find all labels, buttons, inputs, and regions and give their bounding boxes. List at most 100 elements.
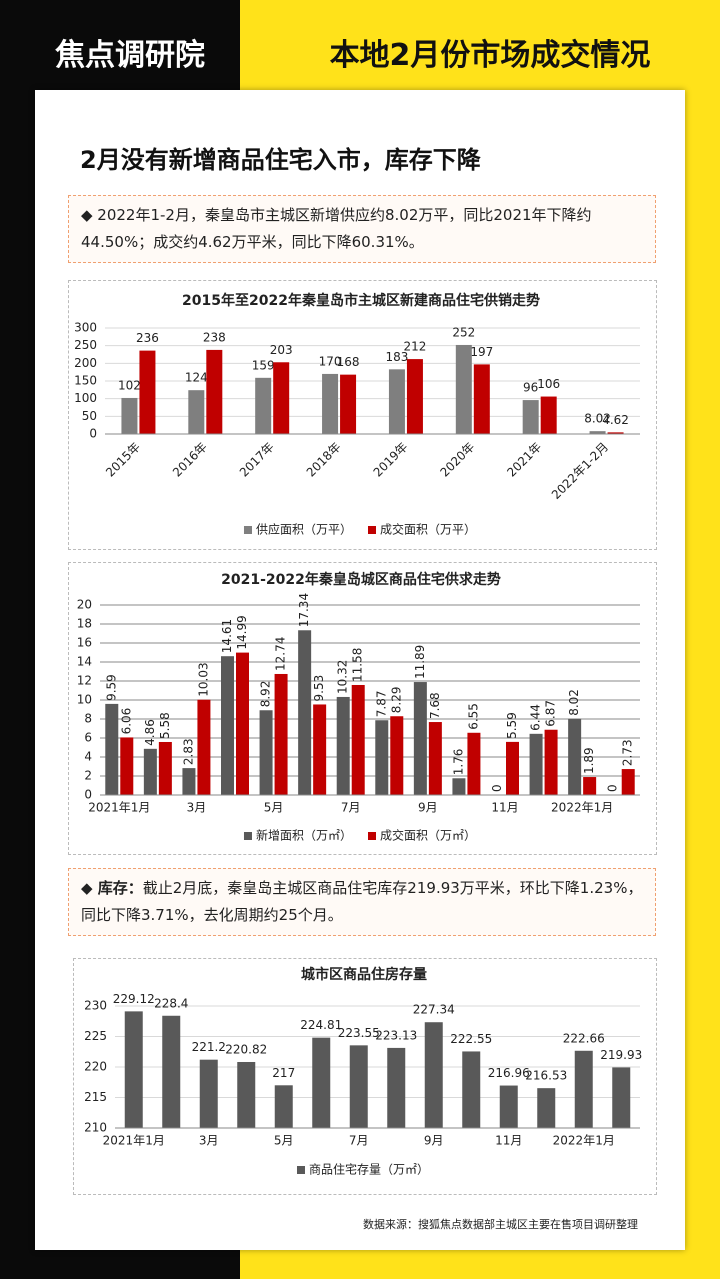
legend-marker: [243, 832, 252, 840]
bar: [544, 729, 558, 795]
value-label: 7.68: [428, 692, 442, 719]
x-tick-label: 2021年1月: [88, 801, 150, 815]
value-label: 8.29: [389, 687, 403, 714]
value-label: 14.61: [220, 619, 234, 653]
value-label: 9.53: [312, 675, 326, 702]
bar: [428, 722, 442, 795]
y-tick-label: 16: [77, 636, 92, 650]
value-label: 10.03: [196, 662, 210, 696]
value-label: 2.83: [181, 738, 195, 765]
bar: [351, 684, 365, 795]
value-label: 10.32: [336, 660, 350, 694]
value-label: 102: [118, 378, 141, 392]
y-tick-label: 150: [74, 374, 97, 388]
y-tick-label: 200: [74, 356, 97, 370]
value-label: 5.59: [505, 712, 519, 739]
x-tick-label: 9月: [424, 1134, 444, 1148]
value-label: 8.02: [567, 689, 581, 716]
x-tick-label: 5月: [264, 801, 284, 815]
bar: [612, 1067, 631, 1128]
bar: [121, 397, 138, 434]
bar: [621, 769, 635, 795]
bar: [237, 1061, 256, 1128]
x-tick-label: 2022年1月: [551, 801, 613, 815]
value-label: 219.93: [600, 1048, 642, 1062]
x-tick-label: 7月: [341, 801, 361, 815]
value-label: 2.73: [621, 739, 635, 766]
x-tick-label: 2022年1-2月: [549, 440, 611, 502]
bar: [206, 349, 223, 434]
value-label: 223.55: [338, 1026, 380, 1040]
note: ◆ 2022年1-2月，秦皇岛市主城区新增供应约8.02万平，同比2021年下降…: [68, 195, 656, 263]
x-tick-label: 2020年: [437, 440, 477, 480]
y-tick-label: 20: [77, 598, 92, 612]
bar: [120, 737, 134, 795]
value-label: 203: [270, 343, 293, 357]
source: 数据来源：搜狐焦点数据部主城区主要在售项目调研整理: [363, 1218, 638, 1231]
value-label: 1.76: [451, 749, 465, 776]
bar: [182, 768, 196, 795]
bar: [197, 699, 211, 795]
value-label: 4.62: [602, 413, 629, 427]
chart-title: 2015年至2022年秦皇岛市主城区新建商品住宅供销走势: [182, 292, 540, 309]
y-tick-label: 4: [84, 750, 92, 764]
y-tick-label: 220: [84, 1060, 107, 1074]
bar: [499, 1085, 518, 1128]
y-tick-label: 12: [77, 674, 92, 688]
value-label: 0: [606, 784, 620, 792]
bar: [313, 704, 327, 795]
value-label: 216.53: [525, 1069, 567, 1083]
value-label: 220.82: [225, 1042, 267, 1056]
y-tick-label: 50: [82, 409, 97, 423]
bar: [506, 741, 519, 795]
y-tick-label: 6: [84, 731, 92, 745]
value-label: 224.81: [300, 1018, 342, 1032]
value-label: 17.34: [297, 593, 311, 627]
y-tick-label: 10: [77, 693, 92, 707]
value-label: 96: [523, 381, 538, 395]
value-label: 124: [185, 371, 208, 385]
bar: [255, 377, 272, 434]
bar: [388, 369, 405, 434]
value-label: 222.66: [563, 1031, 605, 1045]
x-tick-label: 2015年: [103, 440, 143, 480]
legend-marker: [368, 832, 376, 840]
note: ◆ 库存：截止2月底，秦皇岛主城区商品住宅库存219.93万平米，环比下降1.2…: [68, 868, 656, 936]
bar: [139, 350, 156, 434]
value-label: 4.86: [143, 719, 157, 746]
bar: [522, 400, 539, 434]
bar: [455, 344, 472, 434]
value-label: 183: [385, 350, 408, 364]
bar: [452, 778, 466, 795]
bar: [390, 716, 404, 795]
bar: [274, 673, 288, 795]
x-tick-label: 2021年: [504, 440, 544, 480]
value-label: 6.55: [466, 703, 480, 730]
y-tick-label: 210: [84, 1121, 107, 1135]
value-label: 238: [203, 330, 226, 344]
y-tick-label: 8: [84, 712, 92, 726]
chart-box: [68, 280, 657, 550]
x-tick-label: 11月: [495, 1134, 522, 1148]
bar: [336, 696, 350, 795]
y-tick-label: 0: [84, 788, 92, 802]
legend-label: 成交面积（万平）: [380, 522, 476, 537]
chart-title: 2021-2022年秦皇岛城区商品住宅供求走势: [221, 571, 501, 588]
value-label: 168: [337, 355, 360, 369]
x-tick-label: 5月: [274, 1134, 294, 1148]
value-label: 8.02: [584, 412, 611, 426]
x-tick-label: 2019年: [371, 440, 411, 480]
bar: [298, 630, 312, 795]
y-tick-label: 225: [84, 1029, 107, 1043]
bar: [589, 431, 606, 434]
bar: [607, 432, 624, 434]
value-label: 227.34: [413, 1003, 455, 1017]
x-tick-label: 2016年: [170, 440, 210, 480]
bar: [273, 362, 290, 434]
bar: [143, 748, 157, 795]
x-tick-label: 9月: [418, 801, 438, 815]
bar: [312, 1037, 331, 1128]
y-tick-label: 250: [74, 338, 97, 352]
y-tick-label: 14: [77, 655, 92, 669]
bar: [583, 777, 597, 795]
